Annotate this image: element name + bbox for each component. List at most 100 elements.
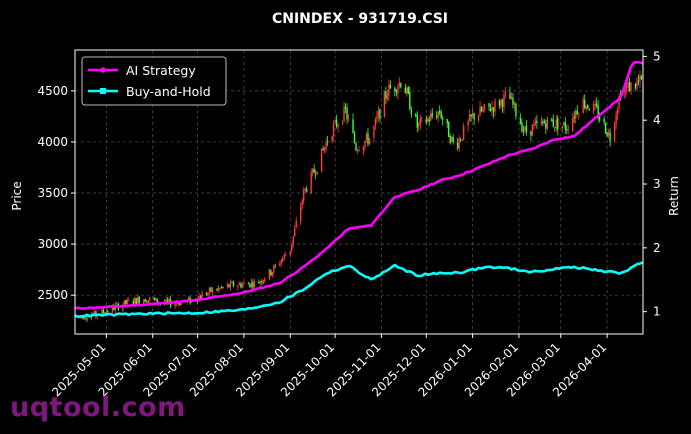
- candle-body: [519, 117, 522, 125]
- candle-body: [628, 82, 631, 92]
- candle-body: [634, 83, 637, 89]
- candle-body: [456, 142, 459, 148]
- candle-body: [283, 254, 285, 258]
- candle-body: [314, 173, 317, 175]
- candle-body: [557, 118, 559, 130]
- candle-body: [325, 142, 327, 149]
- candle-body: [208, 288, 211, 292]
- candle-body: [111, 305, 114, 312]
- candle-body: [594, 104, 596, 106]
- candle-body: [147, 300, 149, 303]
- candle-body: [398, 82, 401, 87]
- ai-strategy-line: [74, 60, 644, 310]
- candle-body: [540, 120, 543, 125]
- legend-bh-label: Buy-and-Hold: [126, 84, 211, 99]
- candle-body: [93, 311, 96, 316]
- candle-body: [96, 315, 99, 317]
- candle-body: [358, 150, 360, 152]
- candle-body: [228, 284, 230, 288]
- candle-body: [595, 103, 598, 107]
- candle-body: [128, 300, 130, 301]
- candle-body: [536, 120, 538, 123]
- candle-body: [262, 280, 265, 284]
- y-left-tick-label: 2500: [37, 288, 68, 302]
- candle-body: [362, 146, 365, 152]
- candle-body: [630, 82, 632, 91]
- y-axis-right-label: Return: [667, 176, 681, 216]
- candle-body: [442, 118, 444, 120]
- candle-body: [578, 113, 580, 115]
- candle-body: [603, 118, 605, 122]
- candle-body: [216, 289, 218, 291]
- candle-body: [576, 110, 578, 114]
- candle-body: [564, 122, 566, 130]
- candle-body: [533, 123, 535, 126]
- candle-body: [447, 121, 450, 138]
- candle-body: [168, 299, 170, 302]
- candle-body: [425, 119, 427, 123]
- candle-body: [243, 282, 245, 284]
- candle-body: [313, 168, 315, 173]
- candle-body: [582, 99, 584, 113]
- candle-body: [289, 251, 291, 256]
- y-right-tick-label: 1: [653, 305, 661, 319]
- candle-body: [394, 87, 396, 91]
- candle-body: [409, 92, 411, 110]
- candle-body: [400, 83, 402, 88]
- candle-body: [323, 147, 326, 151]
- candle-body: [504, 92, 507, 94]
- candle-body: [343, 106, 345, 122]
- buy-and-hold-line: [74, 261, 644, 319]
- candle-body: [572, 118, 574, 131]
- candle-body: [555, 119, 558, 129]
- gridlines: [75, 50, 643, 334]
- legend-ai-marker: [100, 67, 106, 73]
- candle-body: [584, 99, 586, 108]
- candle-body: [386, 95, 389, 100]
- candle-body: [563, 122, 565, 125]
- candle-body: [285, 255, 287, 256]
- candle-body: [491, 107, 493, 111]
- y-right-tick-label: 3: [653, 177, 661, 191]
- candle-body: [335, 119, 338, 127]
- candle-body: [471, 113, 474, 116]
- candle-body: [155, 298, 157, 301]
- candle-body: [407, 87, 410, 94]
- candle-body: [86, 318, 88, 320]
- candle-body: [428, 119, 430, 122]
- candle-body: [304, 188, 306, 190]
- candle-body: [482, 109, 484, 112]
- candle-body: [134, 297, 136, 304]
- candle-body: [450, 136, 453, 142]
- candle-body: [458, 138, 460, 149]
- candle-body: [311, 169, 314, 173]
- candle-body: [461, 139, 463, 140]
- candle-body: [153, 297, 155, 300]
- candle-body: [210, 287, 212, 292]
- candle-body: [613, 124, 616, 141]
- candle-body: [604, 123, 607, 134]
- candle-body: [341, 122, 344, 124]
- candle-body: [258, 281, 260, 284]
- candle-body: [322, 149, 324, 151]
- candle-body: [249, 283, 251, 288]
- candle-body: [597, 106, 599, 119]
- candle-body: [175, 302, 178, 304]
- candle-body: [446, 118, 448, 124]
- candle-body: [467, 120, 469, 126]
- candle-body: [264, 278, 266, 282]
- candle-body: [174, 303, 176, 307]
- candle-body: [492, 107, 495, 113]
- candle-body: [334, 120, 336, 123]
- candle-body: [211, 288, 214, 293]
- candle-body: [261, 281, 263, 283]
- candle-body: [395, 90, 398, 93]
- candle-body: [271, 272, 274, 276]
- candle-body: [479, 107, 481, 116]
- candle-body: [352, 119, 354, 133]
- plot-frame: [74, 49, 644, 335]
- y-axis-left-label: Price: [10, 181, 24, 210]
- candle-body: [606, 132, 608, 137]
- candle-body: [585, 106, 587, 110]
- candle-body: [500, 99, 502, 105]
